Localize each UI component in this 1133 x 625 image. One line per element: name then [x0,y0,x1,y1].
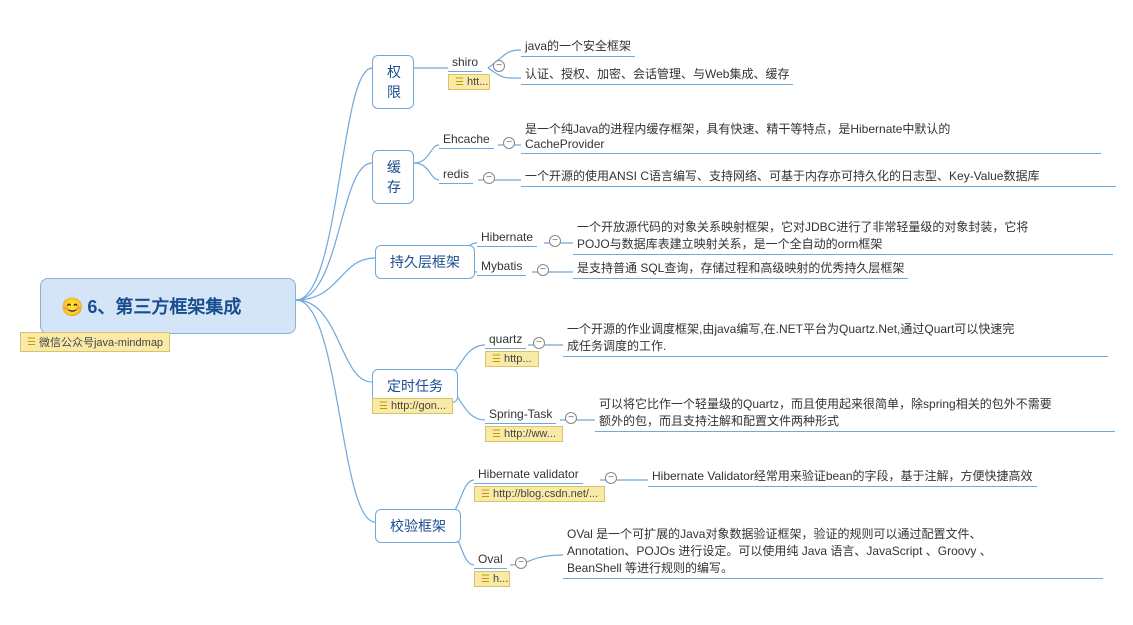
sub-hibernate[interactable]: Hibernate [477,230,537,247]
sub-shiro[interactable]: shiro [448,55,482,72]
note-oval[interactable]: h... [474,571,510,587]
root-emoji: 😊 [61,297,83,317]
collapse-icon[interactable]: − [503,137,515,149]
cat-perm[interactable]: 权限 [372,55,414,109]
sub-oval[interactable]: Oval [474,552,507,569]
sub-springtask[interactable]: Spring-Task [485,407,556,424]
sub-ehcache[interactable]: Ehcache [439,132,494,149]
collapse-icon[interactable]: − [537,264,549,276]
leaf-oval: OVal 是一个可扩展的Java对象数据验证框架，验证的规则可以通过配置文件、 … [563,525,1103,579]
collapse-icon[interactable]: − [605,472,617,484]
note-springtask[interactable]: http://ww... [485,426,563,442]
leaf-ehcache: 是一个纯Java的进程内缓存框架，具有快速、精干等特点，是Hibernate中默… [521,120,1101,154]
leaf-hibernate: 一个开放源代码的对象关系映射框架，它对JDBC进行了非常轻量级的对象封装，它将 … [573,218,1113,255]
collapse-icon[interactable]: − [515,557,527,569]
leaf-redis: 一个开源的使用ANSI C语言编写、支持网络、可基于内存亦可持久化的日志型、Ke… [521,167,1116,187]
collapse-icon[interactable]: − [493,60,505,72]
note-schedule[interactable]: http://gon... [372,398,453,414]
collapse-icon[interactable]: − [549,235,561,247]
note-shiro[interactable]: htt... [448,74,490,90]
note-hvalidator[interactable]: http://blog.csdn.net/... [474,486,605,502]
root-node[interactable]: 😊6、第三方框架集成 [40,278,296,334]
collapse-icon[interactable]: − [565,412,577,424]
leaf-springtask: 可以将它比作一个轻量级的Quartz，而且使用起来很简单，除spring相关的包… [595,395,1115,432]
cat-valid[interactable]: 校验框架 [375,509,461,543]
root-note[interactable]: 微信公众号java-mindmap [20,332,170,352]
leaf-hvalidator: Hibernate Validator经常用来验证bean的字段，基于注解，方便… [648,467,1037,487]
collapse-icon[interactable]: − [483,172,495,184]
leaf-mybatis: 是支持普通 SQL查询，存储过程和高级映射的优秀持久层框架 [573,259,908,279]
cat-persist[interactable]: 持久层框架 [375,245,475,279]
leaf-quartz: 一个开源的作业调度框架,由java编写,在.NET平台为Quartz.Net,通… [563,320,1108,357]
root-title: 6、第三方框架集成 [87,297,241,317]
sub-mybatis[interactable]: Mybatis [477,259,526,276]
collapse-icon[interactable]: − [533,337,545,349]
note-quartz[interactable]: http... [485,351,539,367]
leaf-shiro-1: java的一个安全框架 [521,37,635,57]
sub-quartz[interactable]: quartz [485,332,526,349]
leaf-shiro-2: 认证、授权、加密、会话管理、与Web集成、缓存 [521,65,793,85]
cat-cache[interactable]: 缓存 [372,150,414,204]
sub-redis[interactable]: redis [439,167,473,184]
sub-hvalidator[interactable]: Hibernate validator [474,467,583,484]
